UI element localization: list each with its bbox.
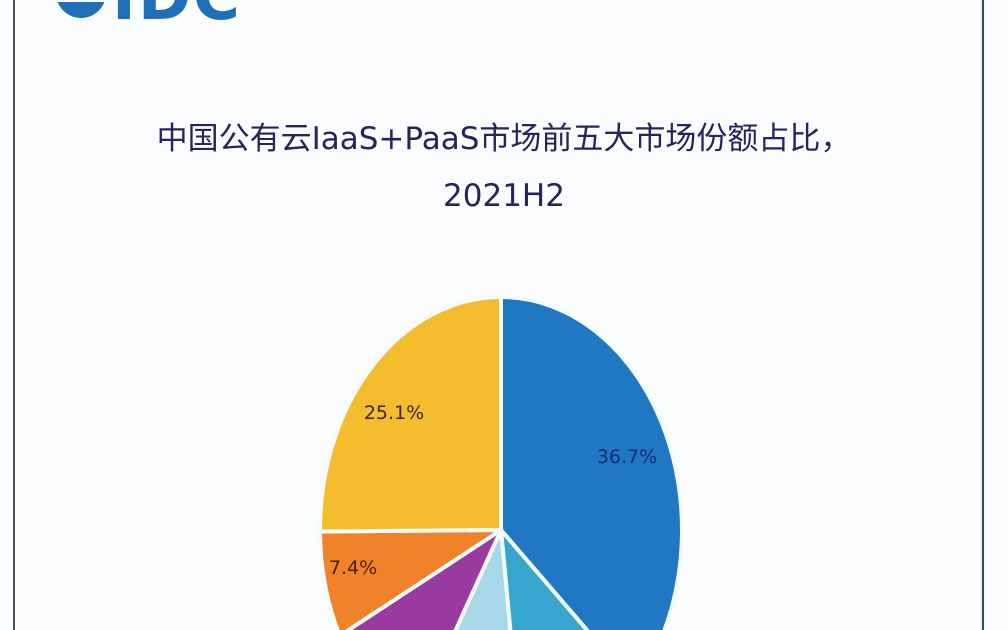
idc-logo: IDC <box>56 0 242 30</box>
pie-slice-0 <box>499 295 684 630</box>
slice-label-7-4: 7.4% <box>329 557 377 579</box>
frame-left-border <box>13 0 15 630</box>
chart-title-line1: 中国公有云IaaS+PaaS市场前五大市场份额占比， <box>156 121 852 157</box>
idc-logo-text: IDC <box>112 0 242 35</box>
pie-slice-2 <box>453 528 513 630</box>
pie-slice-1 <box>499 528 590 630</box>
chart-title-line2: 2021H2 <box>443 178 565 214</box>
slice-label-36-7: 36.7% <box>597 446 657 468</box>
pie-slice-4 <box>318 528 503 630</box>
slice-label-25-1: 25.1% <box>364 402 424 424</box>
idc-globe-icon <box>56 0 106 18</box>
pie-slice-5 <box>318 295 503 534</box>
frame-right-border <box>982 0 984 630</box>
pie-slices <box>318 295 684 630</box>
